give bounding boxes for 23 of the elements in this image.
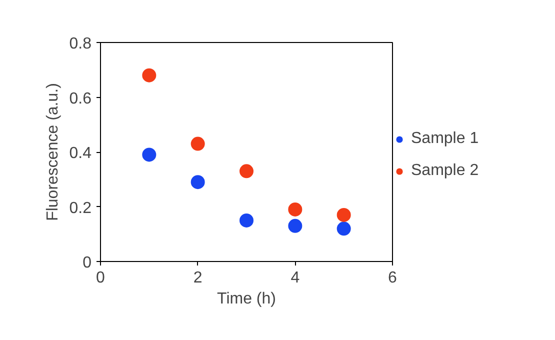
x-tick-label: 2 [193, 270, 202, 286]
legend-label: Sample 1 [411, 130, 479, 148]
legend-label: Sample 2 [411, 162, 479, 180]
y-tick-label: 0 [82, 254, 92, 272]
y-axis-title: Fluorescence (a.u.) [44, 83, 62, 221]
y-tick-label: 0.8 [69, 36, 92, 52]
y-tick-label: 0.6 [69, 90, 92, 108]
x-tick-label: 4 [290, 270, 300, 286]
x-axis-title: Time (h) [217, 290, 276, 308]
point [142, 68, 156, 82]
point [336, 208, 351, 222]
point [288, 218, 302, 233]
x-tick-label: 6 [388, 270, 398, 286]
y-tick-label: 0.4 [69, 145, 92, 162]
x-tick-label: 0 [96, 270, 106, 286]
point [190, 136, 205, 151]
y-tick-label: 0.2 [69, 200, 92, 217]
point [336, 222, 351, 236]
point [240, 213, 254, 228]
point [240, 164, 254, 178]
point [190, 175, 205, 190]
point [142, 148, 156, 162]
point [288, 202, 302, 216]
